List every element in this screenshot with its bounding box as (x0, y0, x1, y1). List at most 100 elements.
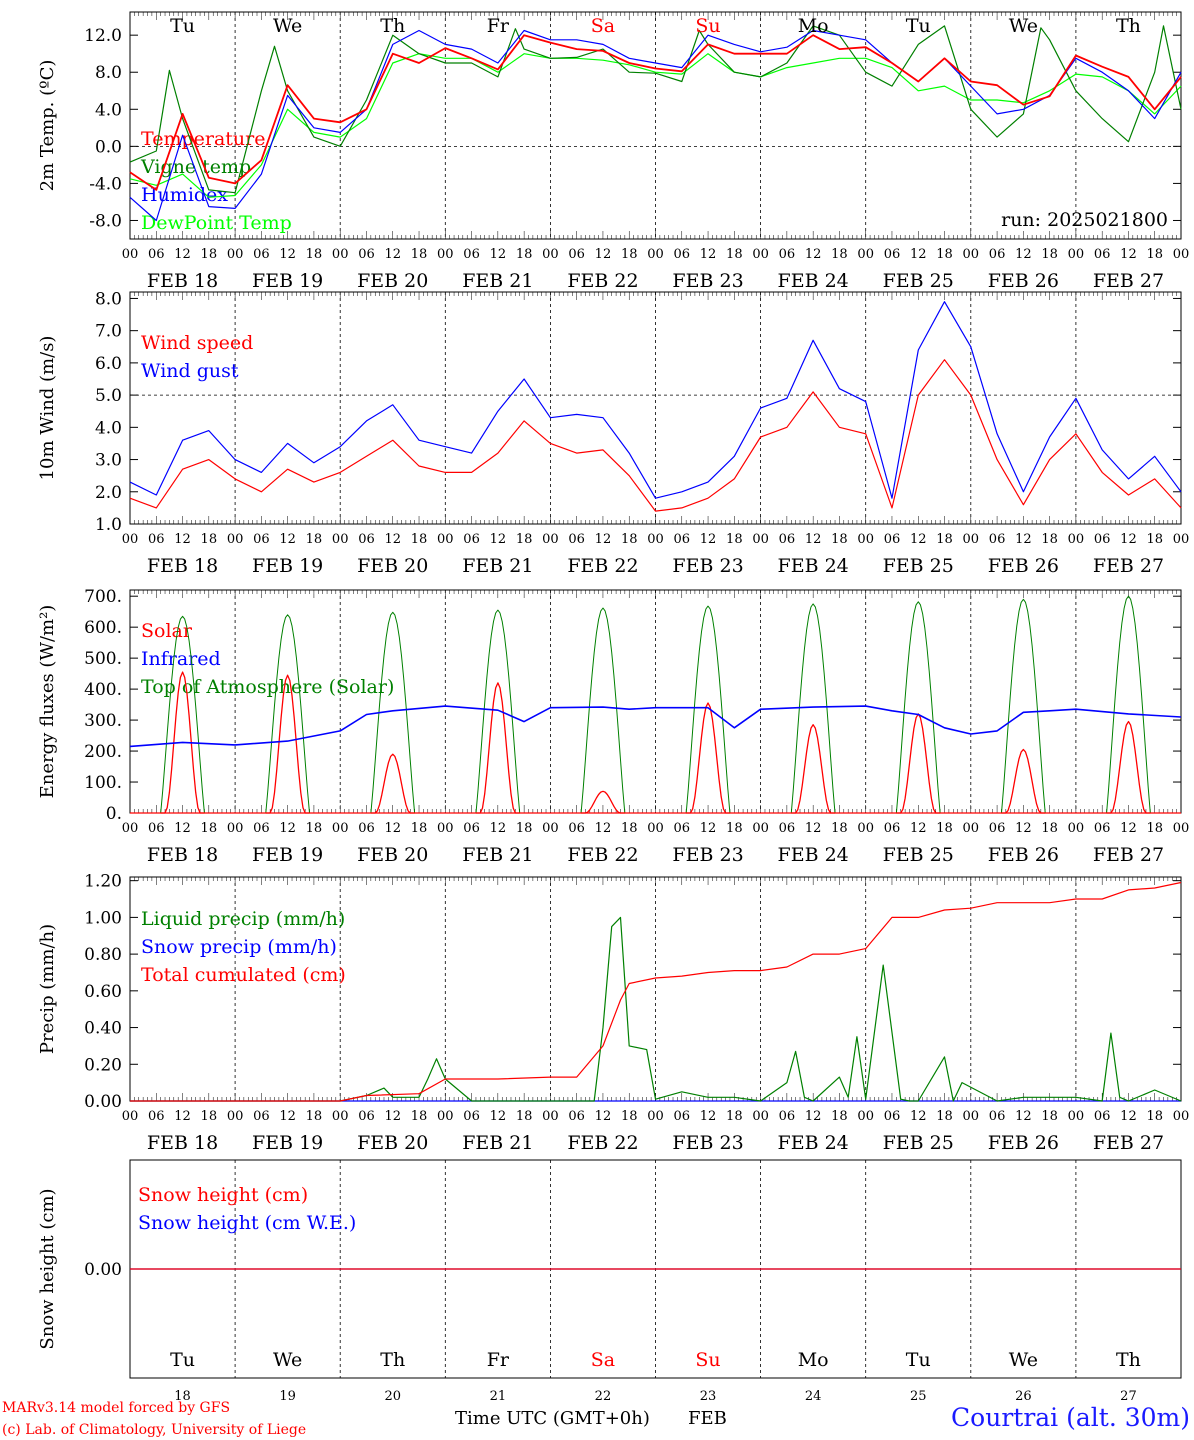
x-hour-tick-label: 00 (1068, 532, 1085, 547)
x-hour-tick-label: 18 (1041, 821, 1058, 836)
x-date-label: FEB 23 (672, 844, 743, 866)
y-tick-label: 0.20 (84, 1055, 122, 1075)
x-date-label: FEB 19 (252, 844, 323, 866)
x-hour-tick-label: 18 (201, 821, 218, 836)
x-hour-tick-label: 12 (490, 532, 507, 547)
x-date-label: FEB 26 (988, 844, 1059, 866)
x-hour-tick-label: 00 (647, 821, 664, 836)
x-hour-tick-label: 18 (1146, 532, 1163, 547)
x-hour-tick-label: 00 (1173, 1109, 1190, 1124)
x-hour-tick-label: 06 (568, 532, 585, 547)
x-hour-tick-label: 06 (253, 1109, 270, 1124)
x-hour-tick-label: 12 (595, 1109, 612, 1124)
x-hour-tick-label: 00 (963, 1109, 980, 1124)
x-hour-tick-label: 18 (726, 532, 743, 547)
x-hour-tick-label: 00 (332, 532, 349, 547)
x-hour-tick-label: 18 (621, 821, 638, 836)
plot-frame (129, 589, 1182, 814)
y-tick-label: -8.0 (89, 211, 122, 231)
x-date-label: FEB 27 (1093, 1132, 1164, 1154)
x-hour-tick-label: 06 (779, 532, 796, 547)
weekday-label-top: Sa (591, 15, 615, 37)
x-hour-tick-label: 00 (857, 1109, 874, 1124)
x-date-label: FEB 26 (988, 270, 1059, 292)
y-tick-label: 0.0 (95, 137, 122, 157)
x-date-label: FEB 21 (462, 555, 533, 577)
y-tick-label: 200. (84, 742, 122, 762)
day-number-label: 19 (279, 1389, 296, 1404)
x-hour-tick-label: 18 (1041, 247, 1058, 262)
x-hour-tick-label: 06 (884, 532, 901, 547)
panel-energy: 0. 100. 200. 300. 400. 500. 600. 700. Energy flu… (37, 587, 1189, 866)
toa-solar-day (156, 615, 209, 814)
x-date-label: FEB 23 (672, 1132, 743, 1154)
weekday-label-bottom: Th (1116, 1349, 1141, 1371)
series-precip-0 (130, 916, 1182, 1102)
x-date-label: FEB 22 (567, 1132, 638, 1154)
x-hour-tick-label: 06 (463, 1109, 480, 1124)
x-hour-tick-label: 06 (358, 1109, 375, 1124)
x-hour-tick-label: 12 (384, 821, 401, 836)
x-hour-tick-label: 18 (831, 821, 848, 836)
y-axis-title: 2m Temp. (ºC) (37, 60, 58, 192)
x-hour-tick-label: 06 (358, 247, 375, 262)
x-date-label: FEB 18 (147, 270, 218, 292)
day-number-label: 21 (490, 1389, 507, 1404)
y-tick-label: 700. (84, 587, 122, 607)
x-hour-tick-label: 06 (989, 532, 1006, 547)
y-tick-label: 0. (106, 804, 122, 824)
x-hour-tick-label: 06 (253, 247, 270, 262)
x-hour-tick-label: 00 (437, 821, 454, 836)
legend-precip-1: Snow precip (mm/h) (141, 936, 337, 958)
run-label: run: 2025021800 (1001, 209, 1168, 231)
toa-solar-day (786, 603, 840, 814)
y-tick-label: 4.0 (95, 418, 122, 438)
x-date-label: FEB 20 (357, 1132, 428, 1154)
weekday-label-bottom: Su (695, 1349, 720, 1371)
x-date-label: FEB 20 (357, 555, 428, 577)
panel-temperature: -8.0 -4.0 0.0 4.0 8.0 12.0 2m Temp. (ºC) 00 06 12… (37, 11, 1189, 292)
y-tick-label: 1.00 (84, 908, 122, 928)
x-hour-tick-label: 06 (989, 247, 1006, 262)
y-tick-label: 0.00 (84, 1260, 122, 1280)
toa-solar-day (997, 598, 1050, 814)
location-title: Courtrai (alt. 30m) (951, 1403, 1190, 1432)
weekday-label-top: Su (695, 15, 720, 37)
x-hour-tick-label: 00 (647, 532, 664, 547)
x-hour-tick-label: 00 (122, 821, 139, 836)
x-date-label: FEB 25 (883, 1132, 954, 1154)
solar-day (686, 702, 730, 814)
x-hour-tick-label: 12 (1120, 532, 1137, 547)
x-hour-tick-label: 12 (1120, 821, 1137, 836)
x-hour-tick-label: 06 (253, 821, 270, 836)
x-date-label: FEB 19 (252, 555, 323, 577)
x-hour-tick-label: 00 (227, 1109, 244, 1124)
legend-temperature-2: Humidex (141, 184, 228, 206)
x-hour-tick-label: 12 (700, 247, 717, 262)
x-hour-tick-label: 18 (516, 247, 533, 262)
x-hour-tick-label: 18 (936, 532, 953, 547)
toa-solar-day (366, 611, 419, 814)
x-hour-tick-label: 18 (306, 532, 323, 547)
day-number-label: 26 (1015, 1389, 1032, 1404)
x-hour-tick-label: 18 (411, 532, 428, 547)
series-precip-2 (130, 881, 1182, 1102)
x-hour-tick-label: 12 (700, 1109, 717, 1124)
x-hour-tick-label: 12 (174, 247, 191, 262)
x-hour-tick-label: 00 (437, 1109, 454, 1124)
solar-day (160, 671, 205, 814)
x-hour-tick-label: 18 (306, 1109, 323, 1124)
x-hour-tick-label: 18 (411, 821, 428, 836)
day-number-label: 25 (910, 1389, 927, 1404)
x-hour-tick-label: 18 (726, 1109, 743, 1124)
x-hour-tick-label: 12 (384, 532, 401, 547)
x-hour-tick-label: 12 (1015, 532, 1032, 547)
x-hour-tick-label: 00 (1068, 1109, 1085, 1124)
x-hour-tick-label: 00 (752, 532, 769, 547)
weekday-label-bottom: Mo (798, 1349, 829, 1371)
x-hour-tick-label: 00 (963, 821, 980, 836)
legend-snow-1: Snow height (cm W.E.) (138, 1212, 356, 1234)
y-tick-label: 500. (84, 649, 122, 669)
weekday-label-bottom: Sa (591, 1349, 615, 1371)
